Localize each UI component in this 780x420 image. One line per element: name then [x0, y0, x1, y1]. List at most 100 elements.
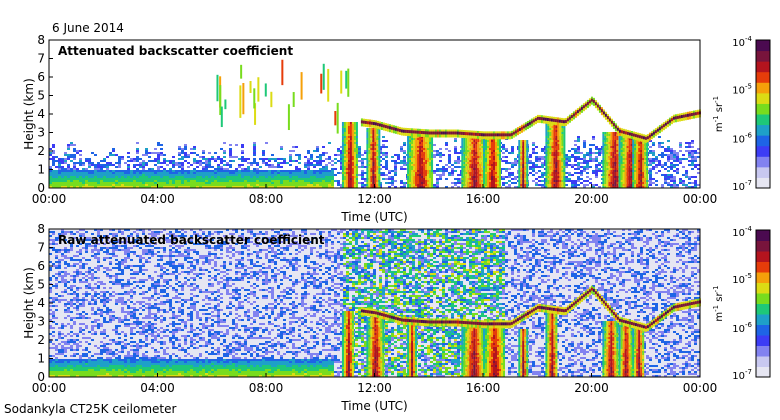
precip-cell — [497, 146, 499, 148]
heatmap-cell — [268, 160, 271, 162]
precip-cell — [604, 158, 607, 160]
heatmap-cell — [325, 164, 328, 166]
precip-cell — [465, 180, 468, 182]
precip-cell — [557, 156, 560, 158]
heatmap-cell — [589, 152, 592, 154]
precip-cell — [351, 130, 354, 132]
heatmap-cell — [292, 174, 295, 176]
precip-cell — [602, 144, 605, 146]
heatmap-cell — [685, 146, 688, 148]
precip-cell — [545, 142, 548, 144]
precip-cell — [555, 184, 558, 186]
heatmap-cell — [136, 150, 139, 152]
heatmap-cell — [307, 178, 310, 180]
heatmap-cell — [277, 178, 280, 180]
heatmap-cell — [532, 150, 535, 152]
precip-cell — [409, 176, 412, 178]
precip-cell — [370, 130, 373, 132]
heatmap-cell — [121, 172, 124, 174]
heatmap-cell — [121, 184, 124, 186]
precip-cell — [423, 170, 426, 172]
heatmap-cell — [580, 174, 583, 176]
precip-cell — [425, 160, 428, 162]
precip-cell — [407, 152, 410, 154]
precip-cell — [423, 168, 426, 170]
precip-cell — [549, 168, 552, 170]
precip-cell — [370, 138, 373, 140]
precip-cell — [372, 160, 375, 162]
precip-cell — [427, 176, 430, 178]
precip-cell — [481, 170, 484, 172]
heatmap-cell — [49, 184, 52, 186]
heatmap-cell — [325, 158, 328, 160]
heatmap-cell — [673, 156, 676, 158]
heatmap-cell — [169, 172, 172, 174]
heatmap-cell — [403, 158, 406, 160]
heatmap-cell — [241, 144, 244, 146]
heatmap-cell — [331, 164, 334, 166]
heatmap-cell — [580, 178, 583, 180]
heatmap-cell — [136, 152, 139, 154]
heatmap-cell — [574, 182, 577, 184]
precip-cell — [479, 144, 482, 146]
heatmap-cell — [172, 166, 175, 168]
precip-cell — [366, 154, 369, 156]
precip-cell — [341, 158, 344, 160]
precip-cell — [407, 162, 410, 164]
heatmap-cell — [361, 176, 364, 178]
heatmap-cell — [304, 174, 307, 176]
precip-cell — [602, 146, 605, 148]
heatmap-cell — [304, 180, 307, 182]
precip-cell — [345, 174, 348, 176]
precip-cell — [481, 140, 484, 142]
heatmap-cell — [73, 158, 76, 160]
precip-cell — [409, 140, 412, 142]
heatmap-cell — [283, 160, 286, 162]
heatmap-cell — [325, 174, 328, 176]
precip-cell — [491, 182, 493, 184]
heatmap-cell — [571, 186, 574, 188]
heatmap-cell — [283, 174, 286, 176]
heatmap-cell — [667, 154, 670, 156]
heatmap-cell — [229, 182, 232, 184]
heatmap-cell — [385, 154, 388, 156]
precip-cell — [469, 180, 472, 182]
heatmap-cell — [193, 146, 196, 148]
precip-cell — [351, 180, 354, 182]
heatmap-cell — [451, 186, 454, 188]
precip-cell — [366, 144, 369, 146]
heatmap-cell — [334, 168, 337, 170]
precip-cell — [477, 156, 480, 158]
precip-cell — [465, 170, 468, 172]
precip-cell — [463, 180, 466, 182]
heatmap-cell — [565, 160, 568, 162]
heatmap-cell — [697, 148, 700, 150]
heatmap-cell — [289, 156, 292, 158]
heatmap-cell — [403, 156, 406, 158]
precip-cell — [557, 134, 560, 136]
precip-cell — [471, 138, 474, 140]
precip-cell — [467, 164, 470, 166]
heatmap-cell — [76, 150, 79, 152]
heatmap-cell — [400, 186, 403, 188]
precip-cell — [376, 128, 379, 130]
heatmap-cell — [241, 168, 244, 170]
heatmap-cell — [649, 162, 652, 164]
precip-cell — [345, 168, 348, 170]
precip-cell — [547, 162, 550, 164]
heatmap-cell — [664, 180, 667, 182]
heatmap-cell — [403, 184, 406, 186]
heatmap-cell — [364, 172, 367, 174]
heatmap-cell — [670, 162, 673, 164]
heatmap-cell — [277, 176, 280, 178]
heatmap-cell — [316, 162, 319, 164]
precip-cell — [370, 160, 373, 162]
heatmap-cell — [592, 158, 595, 160]
precip-cell — [549, 130, 552, 132]
precip-cell — [485, 178, 487, 180]
heatmap-cell — [160, 182, 163, 184]
precip-cell — [497, 156, 499, 158]
heatmap-cell — [286, 178, 289, 180]
heatmap-cell — [289, 178, 292, 180]
